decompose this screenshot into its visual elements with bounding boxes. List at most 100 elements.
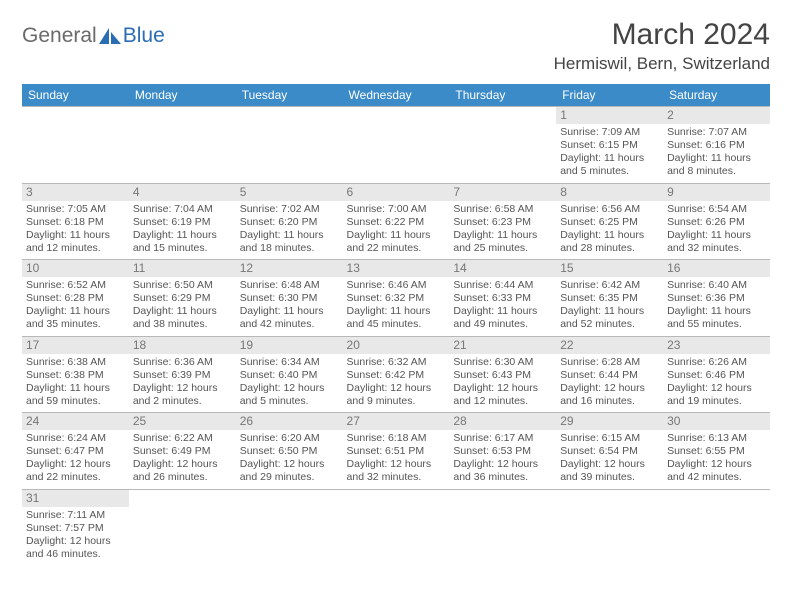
daylight: Daylight: 12 hours bbox=[560, 382, 659, 395]
day-number: 29 bbox=[556, 413, 663, 430]
daylight: and 22 minutes. bbox=[26, 471, 125, 484]
sunrise: Sunrise: 6:22 AM bbox=[133, 432, 232, 445]
calendar-day: 6Sunrise: 7:00 AMSunset: 6:22 PMDaylight… bbox=[343, 183, 450, 260]
sunrise: Sunrise: 6:58 AM bbox=[453, 203, 552, 216]
calendar-day: 7Sunrise: 6:58 AMSunset: 6:23 PMDaylight… bbox=[449, 183, 556, 260]
calendar-empty bbox=[129, 489, 236, 565]
calendar-empty bbox=[236, 107, 343, 184]
calendar-day: 5Sunrise: 7:02 AMSunset: 6:20 PMDaylight… bbox=[236, 183, 343, 260]
daylight: and 22 minutes. bbox=[347, 242, 446, 255]
sunset: Sunset: 6:18 PM bbox=[26, 216, 125, 229]
sunset: Sunset: 6:16 PM bbox=[667, 139, 766, 152]
sunrise: Sunrise: 6:26 AM bbox=[667, 356, 766, 369]
daylight: Daylight: 12 hours bbox=[347, 382, 446, 395]
daylight: Daylight: 11 hours bbox=[560, 152, 659, 165]
sunrise: Sunrise: 6:30 AM bbox=[453, 356, 552, 369]
calendar-body: 1Sunrise: 7:09 AMSunset: 6:15 PMDaylight… bbox=[22, 107, 770, 566]
logo-text-blue: Blue bbox=[123, 24, 165, 48]
sunrise: Sunrise: 6:54 AM bbox=[667, 203, 766, 216]
calendar-day: 19Sunrise: 6:34 AMSunset: 6:40 PMDayligh… bbox=[236, 336, 343, 413]
sunrise: Sunrise: 6:20 AM bbox=[240, 432, 339, 445]
title-block: March 2024 Hermiswil, Bern, Switzerland bbox=[554, 18, 770, 74]
daylight: Daylight: 12 hours bbox=[347, 458, 446, 471]
sunset: Sunset: 6:46 PM bbox=[667, 369, 766, 382]
day-number: 14 bbox=[449, 260, 556, 277]
sunset: Sunset: 6:22 PM bbox=[347, 216, 446, 229]
daylight: Daylight: 12 hours bbox=[667, 382, 766, 395]
daylight: Daylight: 12 hours bbox=[240, 382, 339, 395]
weekday-header: Thursday bbox=[449, 84, 556, 107]
sunset: Sunset: 6:32 PM bbox=[347, 292, 446, 305]
sunrise: Sunrise: 7:00 AM bbox=[347, 203, 446, 216]
weekday-header: Tuesday bbox=[236, 84, 343, 107]
calendar-day: 28Sunrise: 6:17 AMSunset: 6:53 PMDayligh… bbox=[449, 413, 556, 490]
sunrise: Sunrise: 7:11 AM bbox=[26, 509, 125, 522]
sunset: Sunset: 6:39 PM bbox=[133, 369, 232, 382]
daylight: Daylight: 11 hours bbox=[133, 305, 232, 318]
daylight: Daylight: 11 hours bbox=[347, 305, 446, 318]
daylight: Daylight: 12 hours bbox=[240, 458, 339, 471]
sunrise: Sunrise: 6:38 AM bbox=[26, 356, 125, 369]
daylight: Daylight: 11 hours bbox=[667, 229, 766, 242]
calendar-day: 15Sunrise: 6:42 AMSunset: 6:35 PMDayligh… bbox=[556, 260, 663, 337]
daylight: Daylight: 11 hours bbox=[560, 229, 659, 242]
calendar-day: 13 Sunrise: 6:46 AMSunset: 6:32 PMDayligh… bbox=[343, 260, 450, 337]
header: General Blue March 2024 Hermiswil, Bern,… bbox=[22, 18, 770, 74]
weekday-header: Sunday bbox=[22, 84, 129, 107]
daylight: Daylight: 12 hours bbox=[453, 458, 552, 471]
sunset: Sunset: 6:47 PM bbox=[26, 445, 125, 458]
calendar-day: 16Sunrise: 6:40 AMSunset: 6:36 PMDayligh… bbox=[663, 260, 770, 337]
daylight: and 39 minutes. bbox=[560, 471, 659, 484]
sunrise: Sunrise: 6:50 AM bbox=[133, 279, 232, 292]
sunrise: Sunrise: 6:42 AM bbox=[560, 279, 659, 292]
day-number: 7 bbox=[449, 184, 556, 201]
sunrise: Sunrise: 6:52 AM bbox=[26, 279, 125, 292]
sunrise: Sunrise: 7:09 AM bbox=[560, 126, 659, 139]
day-number: 12 bbox=[236, 260, 343, 277]
sunrise: Sunrise: 6:24 AM bbox=[26, 432, 125, 445]
weekday-row: SundayMondayTuesdayWednesdayThursdayFrid… bbox=[22, 84, 770, 107]
sunrise: Sunrise: 6:56 AM bbox=[560, 203, 659, 216]
calendar-week: 10Sunrise: 6:52 AMSunset: 6:28 PMDayligh… bbox=[22, 260, 770, 337]
sunset: Sunset: 6:25 PM bbox=[560, 216, 659, 229]
sunset: Sunset: 6:19 PM bbox=[133, 216, 232, 229]
calendar-day: 1Sunrise: 7:09 AMSunset: 6:15 PMDaylight… bbox=[556, 107, 663, 184]
sunset: Sunset: 6:26 PM bbox=[667, 216, 766, 229]
daylight: and 42 minutes. bbox=[667, 471, 766, 484]
day-number: 31 bbox=[22, 490, 129, 507]
daylight: Daylight: 12 hours bbox=[133, 458, 232, 471]
sunrise: Sunrise: 7:07 AM bbox=[667, 126, 766, 139]
calendar-week: 1Sunrise: 7:09 AMSunset: 6:15 PMDaylight… bbox=[22, 107, 770, 184]
day-number: 11 bbox=[129, 260, 236, 277]
sunrise: Sunrise: 6:46 AM bbox=[347, 279, 446, 292]
sunset: Sunset: 6:20 PM bbox=[240, 216, 339, 229]
sunset: Sunset: 6:40 PM bbox=[240, 369, 339, 382]
sunrise: Sunrise: 6:28 AM bbox=[560, 356, 659, 369]
daylight: Daylight: 11 hours bbox=[26, 305, 125, 318]
daylight: and 26 minutes. bbox=[133, 471, 232, 484]
sunrise: Sunrise: 6:32 AM bbox=[347, 356, 446, 369]
daylight: and 9 minutes. bbox=[347, 395, 446, 408]
sunset: Sunset: 6:42 PM bbox=[347, 369, 446, 382]
weekday-header: Wednesday bbox=[343, 84, 450, 107]
calendar-empty bbox=[236, 489, 343, 565]
day-number: 8 bbox=[556, 184, 663, 201]
sunset: Sunset: 6:55 PM bbox=[667, 445, 766, 458]
sunset: Sunset: 6:15 PM bbox=[560, 139, 659, 152]
daylight: and 38 minutes. bbox=[133, 318, 232, 331]
sunset: Sunset: 6:54 PM bbox=[560, 445, 659, 458]
sunset: Sunset: 6:43 PM bbox=[453, 369, 552, 382]
calendar-day: 4Sunrise: 7:04 AMSunset: 6:19 PMDaylight… bbox=[129, 183, 236, 260]
day-number: 13 bbox=[343, 260, 450, 277]
day-number: 4 bbox=[129, 184, 236, 201]
calendar-empty bbox=[449, 107, 556, 184]
day-number: 18 bbox=[129, 337, 236, 354]
sunset: Sunset: 6:30 PM bbox=[240, 292, 339, 305]
sunrise: Sunrise: 6:34 AM bbox=[240, 356, 339, 369]
daylight: Daylight: 11 hours bbox=[26, 382, 125, 395]
calendar-table: SundayMondayTuesdayWednesdayThursdayFrid… bbox=[22, 84, 770, 565]
daylight: and 5 minutes. bbox=[240, 395, 339, 408]
daylight: Daylight: 12 hours bbox=[26, 458, 125, 471]
day-number: 17 bbox=[22, 337, 129, 354]
calendar-day: 24Sunrise: 6:24 AMSunset: 6:47 PMDayligh… bbox=[22, 413, 129, 490]
